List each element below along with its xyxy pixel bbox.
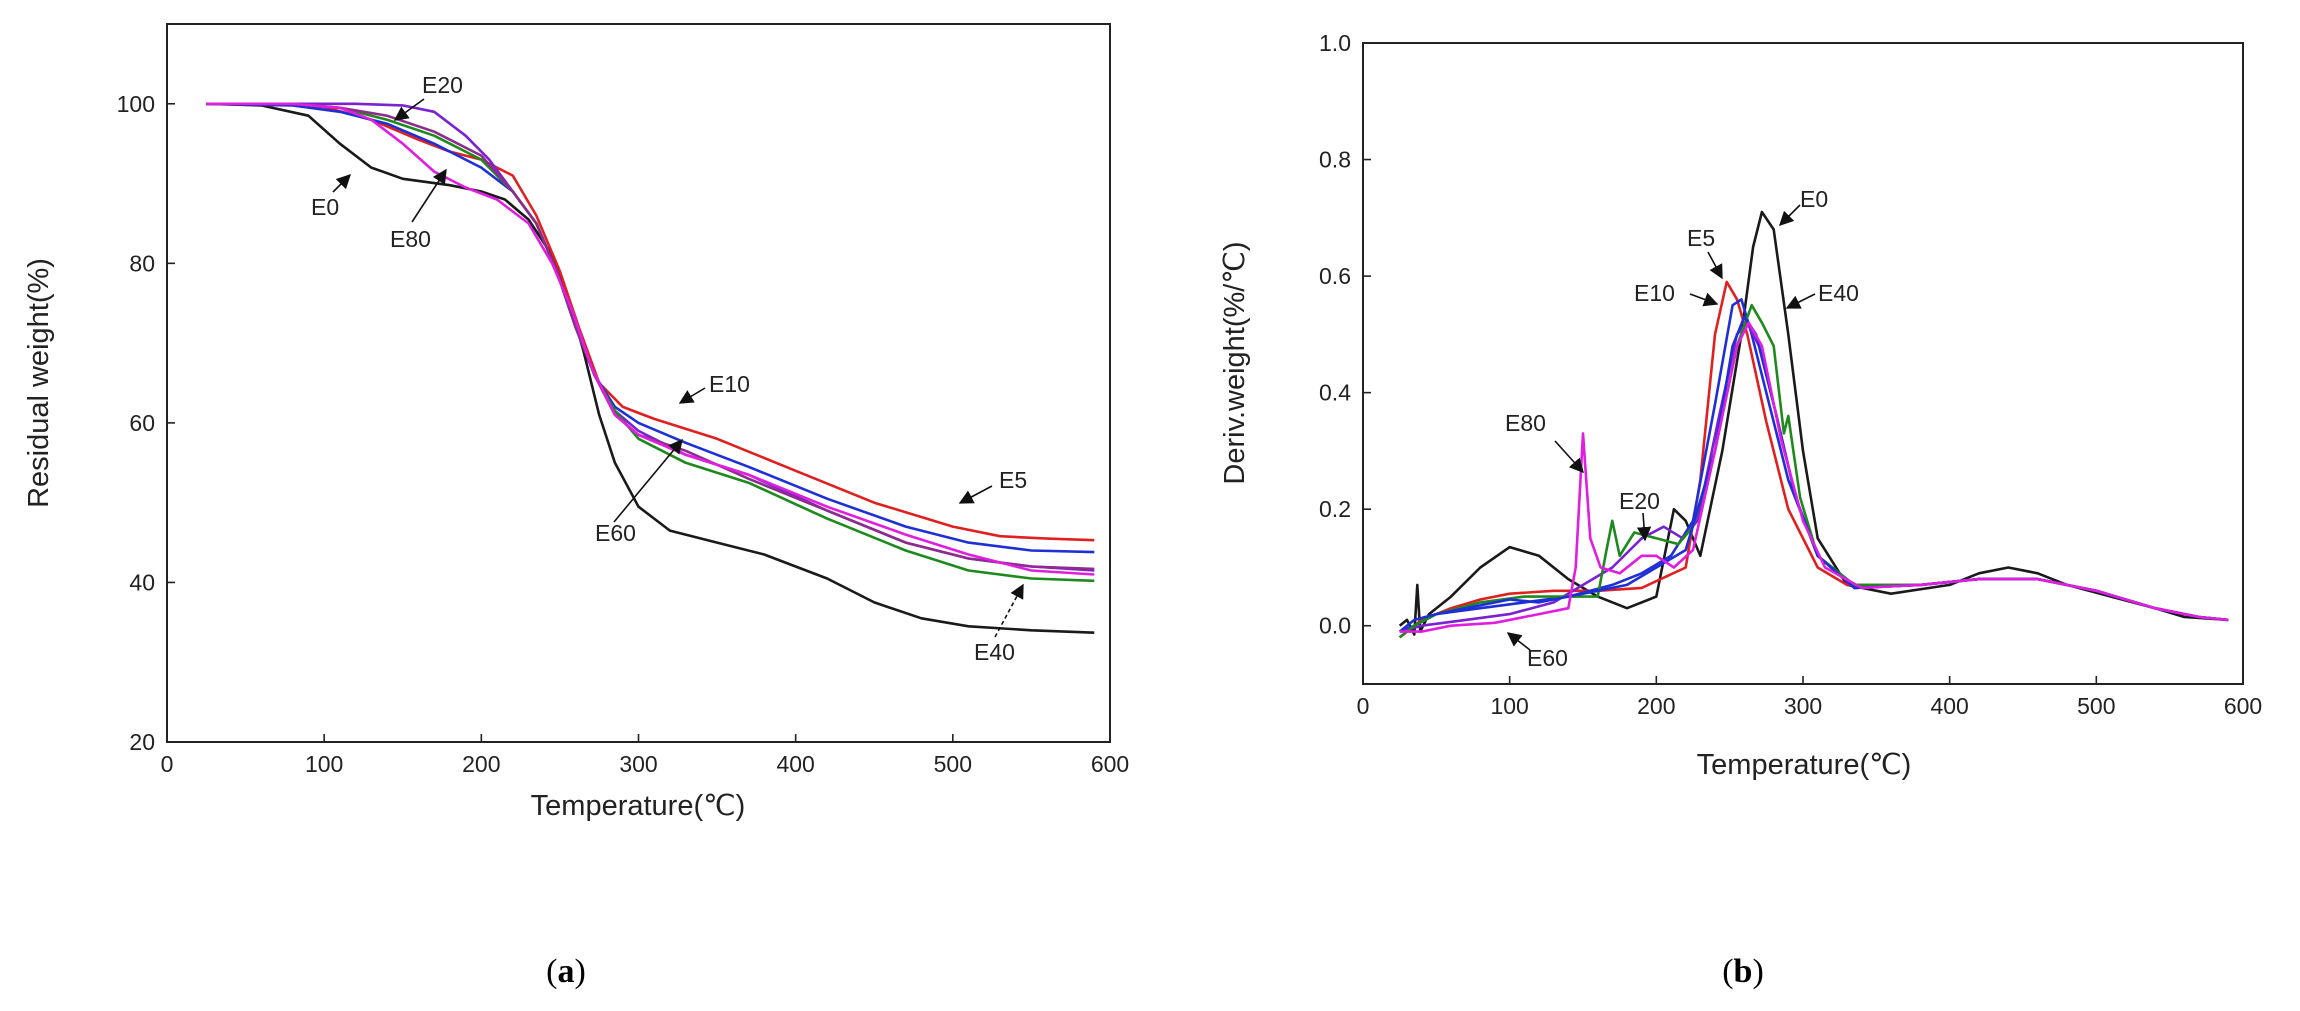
chart-a: 0 100 200 300 400 500 600 20 40 60 80 100 Temperatu… (23, 23, 1130, 990)
x-tick-label-a: 400 (776, 751, 814, 777)
annotations-a: E20 E0 E80 E10 E60 E5 E40 (311, 72, 1027, 665)
annotation-a-E5: E5 (999, 467, 1027, 493)
x-tick-label-a: 600 (1091, 751, 1129, 777)
axis-ticks-a: 0 100 200 300 400 500 600 20 40 60 80 100 (117, 91, 1130, 777)
annotation-b-E60: E60 (1527, 645, 1568, 671)
annotation-b-E0: E0 (1800, 186, 1828, 212)
plot-frame-a (166, 23, 1111, 743)
annotation-b-E5: E5 (1687, 225, 1715, 251)
y-tick-label-a: 80 (129, 250, 155, 276)
series-line-a-E40 (206, 102, 1095, 583)
x-axis-title-a: Temperature(℃) (531, 790, 746, 822)
series-line-b-E40 (1398, 303, 2229, 639)
series-line-a-E80 (206, 102, 1095, 576)
series-line-a-E10 (206, 102, 1095, 554)
y-tick-label-a: 100 (117, 91, 155, 117)
y-tick-label-a: 40 (129, 569, 155, 595)
annotation-a-E0: E0 (311, 194, 339, 220)
annotation-a-E20: E20 (422, 72, 463, 98)
annotation-arrow-b-E40 (1785, 293, 1816, 309)
annotation-a-E40: E40 (974, 639, 1015, 665)
annotation-b-E40: E40 (1818, 280, 1859, 306)
series-line-b-E20 (1399, 321, 2229, 633)
series-line-a-E0 (206, 102, 1095, 634)
series-line-b-E60 (1398, 315, 2229, 633)
x-tick-label-a: 100 (305, 751, 343, 777)
series-line-b-E10 (1399, 298, 2229, 633)
series-line-b-E80 (1399, 321, 2229, 633)
annotation-arrow-a-E0 (332, 173, 352, 193)
y-tick-label-b: 1.0 (1319, 30, 1351, 56)
series-group-b (1398, 210, 2229, 639)
x-tick-label-b: 200 (1637, 693, 1675, 719)
series-line-b-E0 (1398, 210, 2229, 636)
annotation-arrow-b-E10 (1689, 292, 1719, 307)
annotation-arrow-a-E10 (678, 387, 706, 404)
x-tick-label-a: 0 (161, 751, 174, 777)
series-line-a-E20 (206, 102, 1095, 572)
axis-ticks-b: 0 100 200 300 400 500 600 0.0 0.2 0.4 0.6 0.8 1.0 (1319, 30, 2262, 719)
x-axis-title-b: Temperature(℃) (1697, 749, 1912, 781)
y-tick-label-b: 0.4 (1319, 380, 1351, 406)
y-tick-label-b: 0.8 (1319, 147, 1351, 173)
annotation-arrow-b-E20 (1636, 512, 1652, 542)
annotation-a-E60: E60 (595, 520, 636, 546)
x-tick-label-b: 600 (2224, 693, 2262, 719)
caption-b: (b) (1722, 953, 1764, 990)
x-tick-label-b: 100 (1490, 693, 1528, 719)
y-axis-title-a: Residual weight(%) (23, 258, 55, 508)
series-line-b-E5 (1398, 280, 2229, 639)
x-tick-label-b: 300 (1784, 693, 1822, 719)
annotation-arrow-b-E60 (1506, 632, 1531, 651)
annotation-arrow-a-E40 (994, 583, 1024, 638)
y-axis-title-b: Deriv.weight(%/℃) (1219, 241, 1251, 484)
caption-b-letter: b (1734, 953, 1753, 990)
annotations-b: E0 E5 E10 E40 E80 E20 E60 (1505, 186, 1859, 671)
x-tick-label-b: 400 (1930, 693, 1968, 719)
plot-frame-b (1362, 42, 2244, 685)
annotation-arrow-a-E20 (393, 98, 425, 121)
annotation-b-E80: E80 (1505, 410, 1546, 436)
annotation-arrow-b-E5 (1707, 251, 1723, 280)
annotation-arrow-b-E0 (1778, 204, 1801, 227)
y-tick-label-b: 0.0 (1319, 613, 1351, 639)
y-tick-label-b: 0.6 (1319, 263, 1351, 289)
caption-a: (a) (546, 953, 586, 990)
x-tick-label-a: 500 (934, 751, 972, 777)
x-tick-label-b: 500 (2077, 693, 2115, 719)
series-line-a-E5 (206, 102, 1095, 542)
annotation-b-E10: E10 (1634, 280, 1675, 306)
annotation-b-E20: E20 (1619, 488, 1660, 514)
series-group-a (206, 102, 1095, 634)
x-tick-label-a: 200 (462, 751, 500, 777)
x-tick-label-a: 300 (619, 751, 657, 777)
chart-b: 0 100 200 300 400 500 600 0.0 0.2 0.4 0.6 0.8 1.0 Te… (1219, 30, 2262, 990)
annotation-arrow-a-E5 (958, 485, 993, 504)
annotation-arrow-a-E60 (613, 438, 683, 523)
y-tick-label-a: 20 (129, 729, 155, 755)
x-tick-label-b: 0 (1357, 693, 1370, 719)
y-tick-label-b: 0.2 (1319, 496, 1351, 522)
y-tick-label-a: 60 (129, 410, 155, 436)
caption-a-letter: a (558, 953, 575, 990)
series-line-a-E60 (206, 102, 1095, 571)
annotation-a-E80: E80 (390, 226, 431, 252)
annotation-arrow-b-E80 (1554, 440, 1584, 474)
annotation-arrow-a-E80 (411, 168, 447, 223)
annotation-a-E10: E10 (709, 371, 750, 397)
